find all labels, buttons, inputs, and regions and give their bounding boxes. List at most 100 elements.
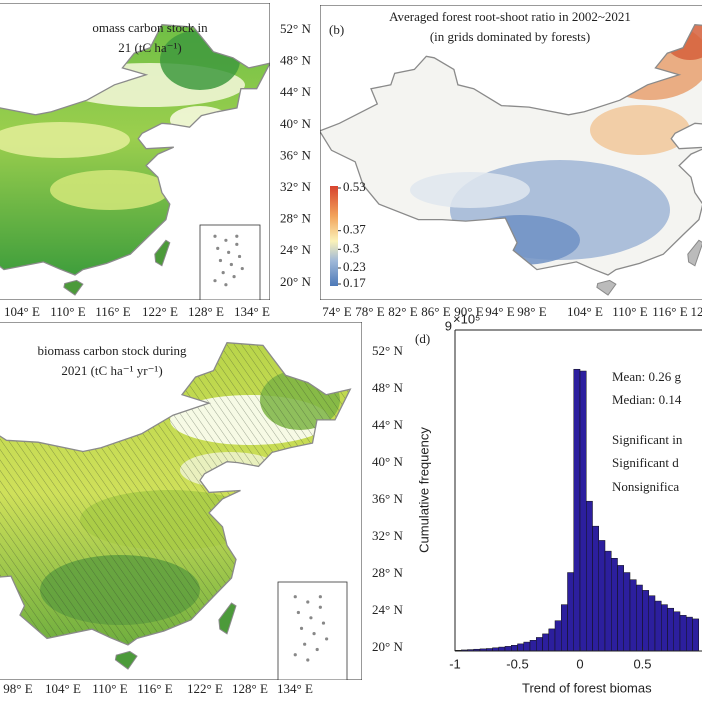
map-title: Averaged forest root-shoot ratio in 2002…	[389, 9, 631, 24]
inset-island	[312, 632, 316, 636]
inset-island	[235, 234, 239, 238]
lat-label: 32° N	[372, 528, 403, 543]
lon-label: 134° E	[234, 304, 270, 319]
map-panel: (b) Averaged forest root-shoot ratio in 2…	[320, 5, 702, 300]
bar	[617, 565, 624, 652]
bar	[679, 615, 687, 652]
bar	[561, 604, 568, 652]
map-region	[410, 172, 530, 208]
inset-island	[235, 242, 239, 246]
lat-label: 32° N	[280, 179, 311, 194]
inset-island	[293, 653, 297, 657]
country-outline	[0, 24, 270, 276]
inset-island	[227, 250, 231, 255]
lat-label: 28° N	[372, 565, 403, 580]
bar	[642, 590, 649, 652]
lat-label: 44° N	[280, 84, 311, 99]
country-outline	[0, 342, 352, 646]
bar	[604, 550, 612, 652]
inset-island	[306, 658, 310, 662]
inset-island	[303, 642, 307, 646]
lon-label: 116° E	[137, 681, 172, 696]
bar	[648, 595, 656, 652]
lat-label: 24° N	[280, 242, 311, 257]
island	[63, 279, 84, 296]
bar	[511, 645, 518, 652]
lon-label: 110° E	[50, 304, 85, 319]
annotation: Nonsignifica	[612, 479, 679, 494]
lat-label: 20° N	[280, 274, 311, 289]
colorbar-label: 0.53	[343, 179, 366, 194]
inset-island	[229, 262, 233, 267]
panel-label: (b)	[329, 22, 344, 37]
bar	[548, 628, 556, 652]
x-tick-label: 0	[576, 656, 583, 671]
bar	[598, 540, 606, 652]
lon-label: 12	[691, 304, 702, 319]
bar	[498, 646, 506, 652]
bar	[542, 633, 549, 652]
y-axis-label: Cumulative frequency	[416, 427, 431, 553]
y-multiplier: ×10⁵	[453, 311, 480, 326]
lon-label: 110° E	[612, 304, 647, 319]
lon-label: 98° E	[3, 681, 32, 696]
lon-label: 94° E	[485, 304, 514, 319]
lon-label: 104° E	[45, 681, 81, 696]
lat-label: 52° N	[372, 343, 403, 358]
lat-label: 44° N	[372, 417, 403, 432]
bar	[523, 641, 531, 652]
bar	[654, 600, 662, 652]
lat-label: 52° N	[280, 21, 311, 36]
lon-label: 110° E	[92, 681, 127, 696]
inset-island	[315, 647, 319, 652]
lat-label: 48° N	[280, 53, 311, 68]
map-title: 2021 (tC ha⁻¹ yr⁻¹)	[61, 363, 162, 378]
colorbar-label: 0.23	[343, 259, 366, 274]
island	[154, 239, 171, 267]
inset-island	[293, 595, 297, 599]
inset-island	[232, 275, 236, 279]
lon-label: 128° E	[232, 681, 268, 696]
bar	[517, 643, 524, 652]
inset-island	[325, 637, 329, 641]
colorbar-label: 0.17	[343, 275, 366, 290]
lon-label: 82° E	[388, 304, 417, 319]
bar	[636, 584, 643, 652]
x-tick-label: -0.5	[506, 656, 528, 671]
annotation: Median: 0.14	[612, 392, 682, 407]
inset-island	[306, 600, 310, 604]
lat-label: 40° N	[372, 454, 403, 469]
island	[218, 602, 237, 635]
bar	[573, 368, 581, 652]
bar	[536, 637, 543, 652]
map-region	[590, 24, 702, 100]
island	[596, 279, 617, 296]
inset-island	[221, 270, 225, 275]
map-region	[660, 24, 702, 60]
lon-label: 122° E	[187, 681, 223, 696]
inset-island	[213, 279, 217, 283]
x-axis-label: Trend of forest biomas	[522, 680, 652, 695]
lon-label: 134° E	[277, 681, 313, 696]
bar	[554, 620, 562, 652]
y-tick-label: 9	[445, 318, 452, 333]
panel-label: (d)	[415, 331, 430, 346]
map-region	[170, 106, 230, 134]
bar	[567, 572, 574, 652]
map-region	[50, 170, 170, 210]
lat-label: 20° N	[372, 639, 403, 654]
annotation: Mean: 0.26 g	[612, 369, 681, 384]
colorbar-label: 0.3	[343, 240, 359, 255]
country-outline	[320, 24, 702, 276]
lat-label: 36° N	[372, 491, 403, 506]
bar	[692, 618, 699, 652]
inset-island	[299, 626, 304, 630]
map-region	[0, 122, 130, 158]
bar	[661, 604, 668, 652]
bar	[673, 611, 681, 652]
lat-label: 36° N	[280, 147, 311, 162]
inset-island	[224, 238, 228, 242]
